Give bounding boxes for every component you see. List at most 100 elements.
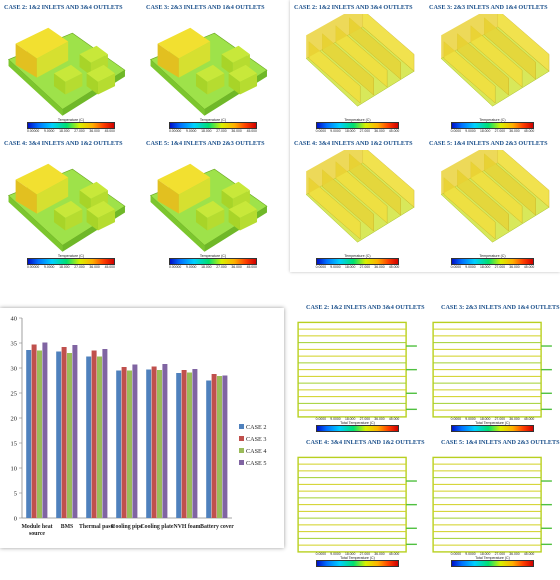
scale-tick: 27.000 bbox=[359, 552, 370, 556]
x-tick-label: BMS bbox=[61, 524, 74, 530]
chart-panel: 0 5 10 15 20 25 30 35 40 Module heat source BMS Ther… bbox=[0, 308, 284, 548]
scale-tick: 36.000 bbox=[231, 129, 242, 133]
case-title: CASE 3: 2&3 INLETS AND 1&4 OUTLETS bbox=[429, 4, 548, 11]
scale-tick: 0.0000 bbox=[450, 129, 462, 133]
temperature-scale: 0.0000 9.0000 18.000 27.000 36.000 45.000 Tota… bbox=[315, 552, 400, 567]
case-model-image bbox=[297, 456, 417, 553]
y-tick-label: 30 bbox=[11, 366, 18, 373]
scale-label: Total Temperature (C) bbox=[475, 556, 510, 560]
bar bbox=[132, 364, 138, 518]
bar bbox=[222, 375, 228, 518]
scale-label: Total Temperature (C) bbox=[475, 421, 510, 425]
scale-ticks: 0.00000 9.0000 18.000 27.000 36.000 45.000 bbox=[169, 265, 257, 269]
scale-label: Temperature (C) bbox=[199, 118, 227, 122]
legend-swatch bbox=[239, 436, 244, 441]
bar bbox=[176, 373, 182, 518]
scale-tick: 45.000 bbox=[388, 417, 400, 421]
y-tick-label: 25 bbox=[11, 391, 18, 398]
case-model-image bbox=[297, 321, 417, 418]
color-legend-bar bbox=[315, 560, 400, 567]
temperature-scale: 0.0000 9.0000 18.000 27.000 36.000 45.000 Tota… bbox=[450, 552, 535, 567]
legend-label: CASE 4 bbox=[246, 448, 266, 455]
case-model-image bbox=[432, 456, 552, 553]
scale-tick: 0.0000 bbox=[450, 417, 462, 421]
scale-tick: 0.0000 bbox=[315, 552, 327, 556]
bar bbox=[31, 344, 37, 518]
scale-label: Temperature (C) bbox=[479, 254, 506, 258]
bar bbox=[206, 380, 212, 518]
bar bbox=[56, 351, 62, 518]
bar bbox=[187, 372, 192, 518]
color-legend-bar bbox=[315, 425, 400, 432]
case-model-image bbox=[7, 163, 126, 252]
color-legend-bar bbox=[26, 258, 115, 265]
scale-ticks: 0.00000 9.0000 18.000 27.000 36.000 45.000 bbox=[27, 129, 115, 133]
temperature-scale: Temperature (C) 0.00000 9.0000 18.000 27.000… bbox=[26, 254, 115, 269]
scale-tick: 18.000 bbox=[59, 265, 70, 269]
scale-tick: 9.0000 bbox=[44, 129, 55, 133]
scale-tick: 45.000 bbox=[388, 129, 400, 133]
scale-tick: 45.000 bbox=[246, 129, 257, 133]
case-title: CASE 4: 3&4 INLETS AND 1&2 OUTLETS bbox=[294, 140, 413, 147]
case-title: CASE 3: 2&3 INLETS AND 1&4 OUTLETS bbox=[441, 304, 560, 311]
bar bbox=[217, 376, 222, 518]
color-legend-bar bbox=[168, 122, 257, 129]
scale-tick: 45.000 bbox=[523, 552, 535, 556]
bar bbox=[97, 356, 102, 518]
scale-tick: 18.000 bbox=[201, 129, 212, 133]
scale-tick: 27.000 bbox=[494, 417, 505, 421]
scale-label: Temperature (C) bbox=[479, 118, 506, 122]
color-legend-bar bbox=[315, 122, 400, 129]
case-model-image bbox=[149, 27, 268, 116]
panel-solid-models: CASE 2: 1&2 INLETS AND 3&4 OUTLETS Temper… bbox=[0, 0, 284, 272]
temperature-scale: Temperature (C) 0.0000 9.0000 18.000 27.000 3… bbox=[450, 118, 535, 133]
scale-label: Temperature (C) bbox=[199, 254, 227, 258]
scale-tick: 18.000 bbox=[344, 552, 356, 556]
scale-tick: 45.000 bbox=[523, 129, 535, 133]
case-figure: CASE 3: 2&3 INLETS AND 1&4 OUTLETS Temper… bbox=[142, 0, 284, 136]
legend-label: CASE 3 bbox=[246, 436, 266, 443]
bar bbox=[72, 345, 78, 518]
bar bbox=[181, 370, 187, 518]
scale-tick: 9.0000 bbox=[465, 417, 476, 421]
x-tick-label: Cooling plate bbox=[140, 524, 173, 530]
scale-tick: 0.0000 bbox=[450, 552, 462, 556]
case-title: CASE 5: 1&4 INLETS AND 2&3 OUTLETS bbox=[146, 140, 265, 147]
x-tick-label: Battery cover bbox=[200, 524, 234, 530]
x-tick-label: Cooling pipe bbox=[111, 524, 143, 530]
scale-tick: 36.000 bbox=[231, 265, 242, 269]
case-title: CASE 2: 1&2 INLETS AND 3&4 OUTLETS bbox=[294, 4, 413, 11]
scale-tick: 36.000 bbox=[374, 417, 385, 421]
scale-tick: 9.0000 bbox=[465, 265, 476, 269]
scale-tick: 0.00000 bbox=[26, 129, 40, 133]
scale-ticks: 0.0000 9.0000 18.000 27.000 36.000 45.000 bbox=[451, 417, 535, 421]
scale-tick: 9.0000 bbox=[465, 552, 476, 556]
scale-tick: 9.0000 bbox=[330, 552, 341, 556]
case-figure: CASE 5: 1&4 INLETS AND 2&3 OUTLETS Temper… bbox=[425, 136, 560, 272]
bar bbox=[91, 350, 97, 518]
color-legend-bar bbox=[26, 122, 115, 129]
scale-tick: 27.000 bbox=[359, 265, 370, 269]
scale-tick: 18.000 bbox=[479, 552, 491, 556]
scale-tick: 18.000 bbox=[479, 129, 491, 133]
scale-tick: 9.0000 bbox=[186, 265, 197, 269]
scale-label: Temperature (C) bbox=[57, 254, 85, 258]
y-tick-label: 40 bbox=[11, 316, 18, 323]
x-tick-label: NVH foam bbox=[174, 524, 201, 530]
case-figure: CASE 5: 1&4 INLETS AND 2&3 OUTLETS 0.0000… bbox=[425, 435, 560, 570]
scale-tick: 36.000 bbox=[509, 265, 520, 269]
scale-tick: 27.000 bbox=[359, 417, 370, 421]
bar bbox=[127, 370, 132, 518]
scale-tick: 45.000 bbox=[388, 552, 400, 556]
bar bbox=[192, 369, 198, 518]
bar bbox=[157, 370, 162, 518]
scale-tick: 45.000 bbox=[104, 129, 115, 133]
scale-label: Temperature (C) bbox=[344, 254, 371, 258]
scale-tick: 45.000 bbox=[246, 265, 257, 269]
case-title: CASE 5: 1&4 INLETS AND 2&3 OUTLETS bbox=[441, 439, 560, 446]
y-tick-label: 20 bbox=[11, 416, 18, 423]
temperature-scale: Temperature (C) 0.00000 9.0000 18.000 27.000… bbox=[168, 118, 257, 133]
bar bbox=[121, 367, 127, 518]
scale-tick: 27.000 bbox=[494, 265, 505, 269]
y-tick-label: 0 bbox=[14, 516, 17, 523]
